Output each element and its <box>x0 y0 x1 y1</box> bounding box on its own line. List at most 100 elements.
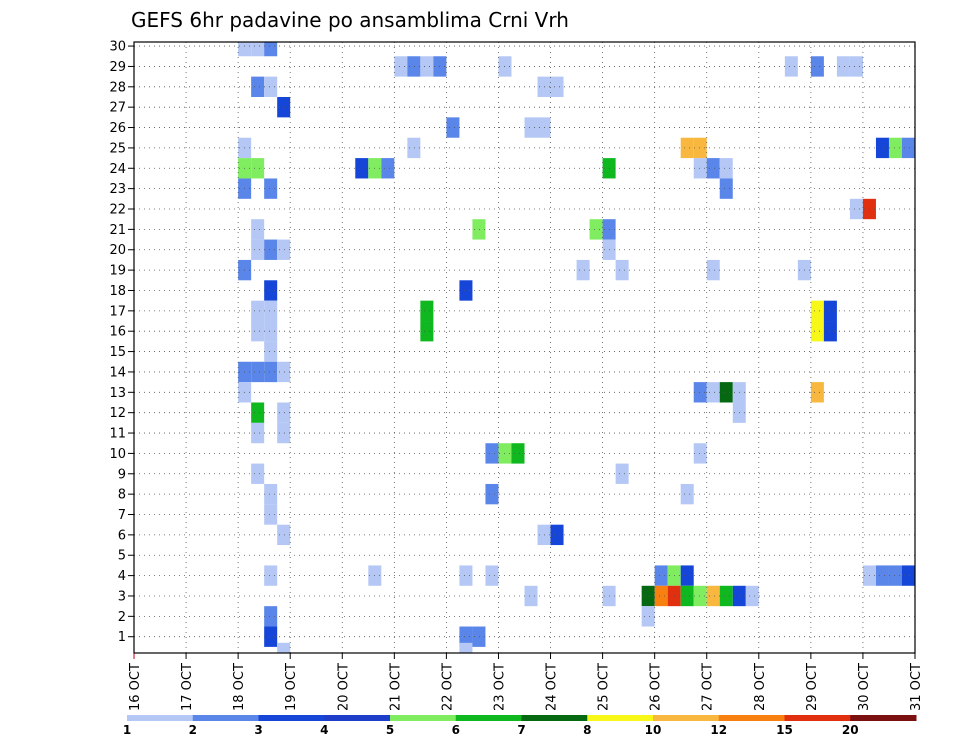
heatmap-cell <box>264 565 278 586</box>
legend-swatch <box>324 715 391 721</box>
y-tick-label: 7 <box>118 508 126 523</box>
heatmap-cell <box>615 463 629 484</box>
heatmap-cell <box>251 463 265 484</box>
y-tick-label: 26 <box>109 121 126 136</box>
legend-label: 10 <box>645 723 662 737</box>
heatmap-cell <box>693 137 707 159</box>
legend-label: 12 <box>710 723 727 737</box>
legend-label: 3 <box>254 723 262 737</box>
x-tick-label: 22 OCT <box>440 663 455 711</box>
legend: 1 2 3 4 5 6 7 8 10 12 15 20 <box>123 715 917 737</box>
heatmap-cell <box>706 585 720 607</box>
heatmap-cell <box>680 565 694 586</box>
y-tick-label: 29 <box>109 60 126 75</box>
legend-swatch <box>390 715 457 721</box>
heatmap-cell <box>693 443 707 464</box>
heatmap-cell <box>810 382 824 403</box>
heatmap-cell <box>264 321 278 342</box>
heatmap-cell <box>693 158 707 179</box>
heatmap-cell <box>810 300 824 322</box>
heatmap-cell <box>719 178 733 199</box>
legend-swatch <box>127 715 194 721</box>
y-tick-label: 30 <box>109 40 126 55</box>
legend-swatch <box>455 715 522 721</box>
heatmap-cell <box>264 280 278 301</box>
heatmap-cell <box>251 422 265 444</box>
heatmap-cell <box>641 606 655 627</box>
x-tick-label: 21 OCT <box>388 663 403 711</box>
heatmap-cell <box>550 524 564 546</box>
heatmap-cell <box>446 117 460 138</box>
heatmap-cell <box>745 585 759 607</box>
heatmap-cell <box>420 56 434 77</box>
heatmap-cell <box>888 137 902 159</box>
heatmap-cell <box>420 300 434 322</box>
heatmap-cell <box>524 117 538 138</box>
y-tick-label: 23 <box>109 182 126 197</box>
heatmap-cell <box>615 259 629 281</box>
chart-title: GEFS 6hr padavine po ansamblima Crni Vrh <box>131 8 569 32</box>
x-tick-label: 31 OCT <box>909 663 924 711</box>
heatmap-cell <box>550 76 564 97</box>
heatmap-cell <box>264 626 278 647</box>
y-tick-label: 20 <box>109 243 126 258</box>
y-tick-label: 18 <box>109 284 126 299</box>
heatmap-cell <box>251 42 265 57</box>
x-tick-label: 16 OCT <box>128 663 143 711</box>
x-tick-label: 28 OCT <box>753 663 768 711</box>
heatmap-cell <box>264 341 278 362</box>
legend-label: 5 <box>386 723 394 737</box>
legend-label: 1 <box>123 723 131 737</box>
heatmap-cell <box>680 137 694 159</box>
heatmap-cell <box>238 42 252 57</box>
x-tick-label: 19 OCT <box>284 663 299 711</box>
legend-label: 4 <box>320 723 328 737</box>
heatmap-cell <box>251 158 265 179</box>
heatmap-cell <box>719 382 733 403</box>
heatmap-cell <box>277 642 291 653</box>
heatmap-cell <box>277 422 291 444</box>
x-tick-label: 23 OCT <box>492 663 507 711</box>
legend-label: 8 <box>583 723 591 737</box>
y-tick-label: 21 <box>109 223 126 238</box>
heatmap-cell <box>251 361 265 383</box>
legend-swatch <box>653 715 720 721</box>
y-tick-label: 1 <box>118 630 126 645</box>
heatmap-cell <box>654 565 668 586</box>
y-tick-label: 12 <box>109 406 126 421</box>
heatmap-cell <box>407 137 421 159</box>
heatmap-cell <box>901 137 915 159</box>
legend-swatch <box>784 715 851 721</box>
x-tick-label: 29 OCT <box>805 663 820 711</box>
legend-swatch <box>521 715 588 721</box>
legend-swatch <box>258 715 325 721</box>
heatmap-cell <box>706 259 720 281</box>
heatmap-cell <box>264 300 278 322</box>
y-tick-label: 24 <box>109 162 126 177</box>
heatmap-cell <box>251 219 265 240</box>
y-tick-label: 6 <box>118 528 126 543</box>
heatmap-cell <box>784 56 798 77</box>
heatmap-cell <box>277 96 291 118</box>
heatmap-cell <box>901 565 915 586</box>
legend-swatch <box>192 715 259 721</box>
heatmap-cell <box>875 565 889 586</box>
y-tick-label: 28 <box>109 80 126 95</box>
heatmap-cell <box>355 158 369 179</box>
y-tick-label: 5 <box>118 549 126 564</box>
legend-label: 6 <box>452 723 460 737</box>
heatmap-cell <box>394 56 408 77</box>
x-tick-label: 20 OCT <box>336 663 351 711</box>
heatmap-cell <box>277 402 291 423</box>
x-tick-label: 18 OCT <box>232 663 247 711</box>
y-tick-label: 14 <box>109 365 126 380</box>
heatmap-cell <box>459 642 473 653</box>
heatmap-cell <box>888 565 902 586</box>
y-tick-label: 4 <box>118 569 126 584</box>
x-tick-label: 27 OCT <box>701 663 716 711</box>
heatmap-cell <box>719 585 733 607</box>
y-tick-label: 9 <box>118 467 126 482</box>
legend-label: 20 <box>842 723 859 737</box>
heatmap-cell <box>654 585 668 607</box>
